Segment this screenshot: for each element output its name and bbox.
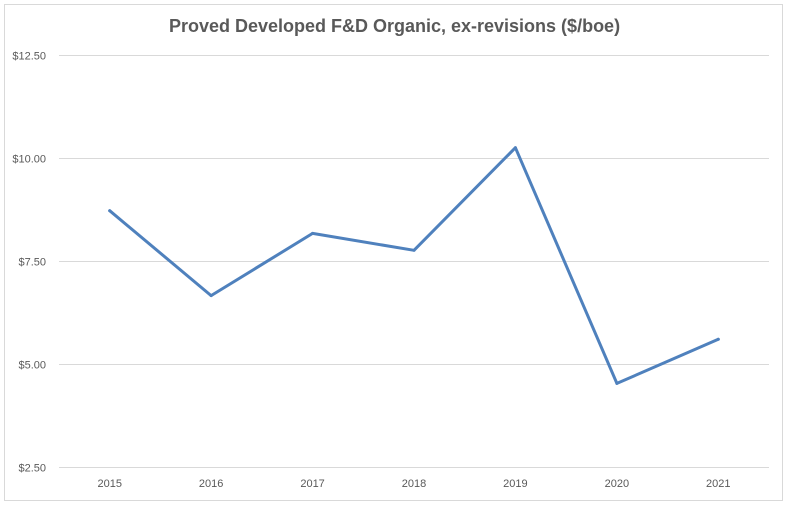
- gridlines: [59, 55, 769, 468]
- data-point: [615, 381, 619, 385]
- data-point: [209, 294, 213, 298]
- x-tick-label: 2017: [300, 478, 324, 490]
- x-tick-label: 2021: [706, 478, 730, 490]
- y-tick-label: $10.00: [12, 154, 46, 166]
- data-point: [311, 231, 315, 235]
- y-tick-label: $7.50: [18, 257, 46, 269]
- x-tick-label: 2019: [503, 478, 527, 490]
- data-point: [108, 209, 112, 213]
- x-tick-label: 2018: [402, 478, 426, 490]
- series-layer: [108, 146, 720, 385]
- y-axis-ticks: $2.50 $5.00 $7.50 $10.00 $12.50: [12, 51, 46, 475]
- y-tick-label: $2.50: [18, 463, 46, 475]
- data-point: [513, 146, 517, 150]
- x-tick-label: 2020: [605, 478, 629, 490]
- data-point: [716, 337, 720, 341]
- series-line: [108, 146, 720, 385]
- y-tick-label: $12.50: [12, 51, 46, 63]
- y-tick-label: $5.00: [18, 360, 46, 372]
- x-tick-label: 2016: [199, 478, 223, 490]
- x-tick-label: 2015: [97, 478, 121, 490]
- x-axis-ticks: 2015 2016 2017 2018 2019 2020 2021: [97, 478, 730, 490]
- data-point: [412, 248, 416, 252]
- chart-title: Proved Developed F&D Organic, ex-revisio…: [168, 16, 621, 36]
- chart-frame: [4, 4, 783, 501]
